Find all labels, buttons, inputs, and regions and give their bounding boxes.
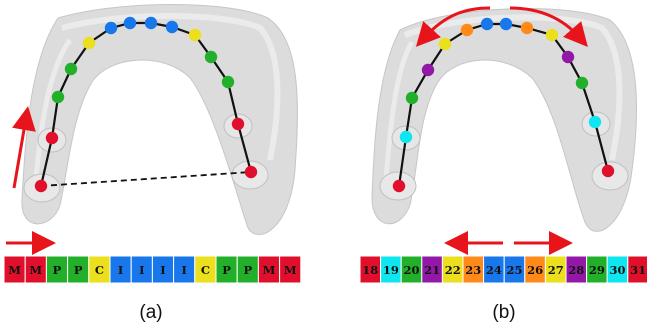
strip-cell-label: I — [118, 263, 123, 277]
tooth-marker — [64, 62, 78, 76]
tooth-marker — [520, 21, 534, 35]
strip-cell-label: 25 — [506, 263, 522, 277]
tooth-marker — [123, 16, 137, 30]
strip-cell — [279, 255, 302, 284]
strip-cell-label: 28 — [568, 263, 584, 277]
dashed-chord-a — [40, 171, 252, 187]
strip-cell-label: P — [243, 263, 252, 277]
strip-cell-label: 19 — [383, 263, 399, 277]
tooth-marker — [221, 75, 235, 89]
caption-b: (b) — [492, 302, 515, 323]
tooth-marker — [244, 165, 258, 179]
tooth-markers-a — [34, 16, 258, 193]
strip-cell-label: I — [182, 263, 187, 277]
label-strip-b: 18 19 20 21 22 23 24 25 26 27 28 29 30 31 — [359, 255, 647, 284]
tooth-marker — [165, 20, 179, 34]
tooth-marker — [45, 131, 59, 145]
tooth-marker — [392, 179, 406, 193]
strip-cell-label: C — [95, 263, 104, 277]
strip-cell-label: 24 — [486, 263, 502, 277]
strip-cell-label: 31 — [630, 263, 646, 277]
tooth-marker — [545, 28, 559, 42]
caption-a: (a) — [139, 302, 162, 323]
panel-b: 18 19 20 21 22 23 24 25 26 27 28 29 30 31 (b) — [359, 6, 647, 323]
tooth-marker — [405, 91, 419, 105]
tooth-marker — [438, 37, 452, 51]
tooth-marker — [601, 164, 615, 178]
strip-cell-label: 22 — [445, 263, 461, 277]
tooth-marker — [460, 23, 474, 37]
strip-cell-label: 23 — [465, 263, 481, 277]
strip-cell-label: 21 — [424, 263, 440, 277]
strip-cell-label: P — [53, 263, 62, 277]
tooth-marker — [399, 130, 413, 144]
strip-cell-label: C — [201, 263, 210, 277]
tooth-marker — [561, 50, 575, 64]
tooth-marker — [204, 50, 218, 64]
strip-cell-label: 20 — [403, 263, 419, 277]
tooth-marker — [588, 115, 602, 129]
strip-cell — [627, 255, 647, 284]
strip-cell-label: P — [222, 263, 231, 277]
strip-cell-label: I — [160, 263, 165, 277]
tooth-marker — [575, 76, 589, 90]
strip-cell-label: 26 — [527, 263, 543, 277]
strip-cell-label: 30 — [609, 263, 625, 277]
right-curved-arrow-b — [509, 6, 588, 48]
rotation-arrow-a — [12, 106, 36, 189]
tooth-marker — [51, 90, 65, 104]
tooth-marker — [82, 36, 96, 50]
tooth-marker — [104, 21, 118, 35]
tooth-marker — [144, 16, 158, 30]
strip-cell-label: M — [284, 263, 297, 277]
tooth-marker — [231, 117, 245, 131]
strip-cell-label: 29 — [589, 263, 605, 277]
tooth-marker — [499, 17, 513, 31]
strip-cell-label: P — [74, 263, 83, 277]
left-curved-arrow-b — [415, 6, 491, 47]
tooth-marker — [188, 28, 202, 42]
strip-cell-label: I — [139, 263, 144, 277]
strip-cell-label: M — [8, 263, 21, 277]
tooth-marker — [421, 63, 435, 77]
tooth-marker — [480, 17, 494, 31]
strip-cell-label: M — [29, 263, 42, 277]
jaw-model-a — [21, 4, 298, 236]
tooth-marker — [34, 179, 48, 193]
tooth-markers-b — [392, 17, 615, 193]
strip-cell-label: 18 — [362, 263, 378, 277]
strip-cell-label: 27 — [548, 263, 564, 277]
strip-cell-label: M — [263, 263, 276, 277]
